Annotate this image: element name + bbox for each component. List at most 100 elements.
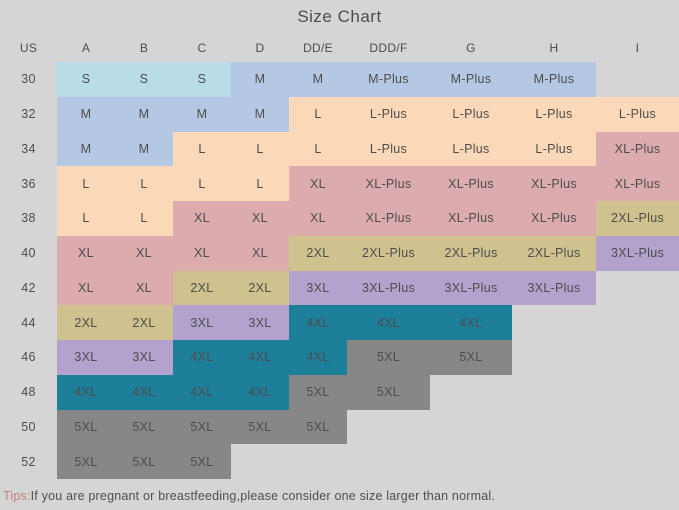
size-cell: 3XL [173, 305, 231, 340]
size-cell: XL [289, 201, 347, 236]
size-cell: L-Plus [430, 131, 512, 167]
size-cell: XL-Plus [430, 201, 512, 236]
size-cell: 4XL [231, 340, 289, 375]
size-cell: 3XL [115, 340, 173, 375]
size-cell: XL-Plus [512, 201, 596, 236]
us-size-cell: 30 [21, 72, 36, 87]
empty-cell [512, 340, 596, 375]
empty-cell [512, 410, 596, 445]
size-cell: M [115, 96, 173, 132]
size-cell: 5XL [57, 444, 115, 479]
size-cell: 5XL [173, 444, 231, 479]
size-cell: 4XL [430, 305, 512, 340]
size-cell: 5XL [57, 409, 115, 445]
size-cell: 5XL [289, 409, 347, 445]
size-cell: 5XL [289, 374, 347, 410]
header-cell: DDD/F [369, 41, 408, 55]
size-cell: L [231, 131, 289, 167]
size-cell: M [231, 96, 289, 132]
size-cell: 5XL [231, 409, 289, 445]
empty-cell [596, 271, 679, 306]
size-cell: XL-Plus [430, 166, 512, 201]
size-cell: L-Plus [512, 96, 596, 132]
header-cell: C [197, 41, 207, 55]
size-cell: L [57, 166, 115, 201]
size-cell: L [289, 131, 347, 167]
size-cell: L-Plus [596, 96, 679, 132]
header-cell-us: US [19, 41, 38, 55]
empty-cell [512, 444, 596, 479]
size-cell: M [173, 96, 231, 132]
empty-cell [596, 305, 679, 340]
header-cell: D [255, 41, 265, 55]
us-size-cell: 50 [21, 419, 36, 434]
size-cell: M [289, 62, 347, 97]
size-cell: 2XL-Plus [512, 235, 596, 271]
size-cell: L [57, 201, 115, 236]
page-title: Size Chart [297, 7, 382, 26]
size-cell: XL [57, 235, 115, 271]
size-cell: 5XL [115, 409, 173, 445]
empty-cell [512, 305, 596, 340]
empty-cell [289, 444, 347, 479]
size-cell: XL [231, 235, 289, 271]
size-cell: M [231, 62, 289, 97]
size-cell: L-Plus [430, 96, 512, 132]
size-cell: L-Plus [512, 131, 596, 167]
size-cell: S [115, 62, 173, 97]
size-cell: XL [57, 270, 115, 306]
us-size-cell: 48 [21, 385, 36, 400]
header-cell: B [139, 41, 149, 55]
us-size-cell: 40 [21, 246, 36, 261]
size-cell: 4XL [289, 340, 347, 375]
us-size-cell: 36 [21, 176, 36, 191]
size-cell: L [115, 166, 173, 201]
us-size-cell: 42 [21, 280, 36, 295]
size-cell: 2XL-Plus [430, 235, 512, 271]
size-cell: 3XL-Plus [430, 270, 512, 306]
size-cell: 5XL [115, 444, 173, 479]
size-cell: M-Plus [347, 62, 430, 97]
size-cell: XL [289, 166, 347, 201]
size-cell: XL [231, 201, 289, 236]
size-cell: 4XL [347, 305, 430, 340]
size-cell: 2XL [289, 235, 347, 271]
size-cell: 4XL [173, 340, 231, 375]
empty-cell [596, 62, 679, 97]
us-size-cell: 44 [21, 315, 36, 330]
size-cell: S [173, 62, 231, 97]
empty-cell [596, 444, 679, 479]
empty-cell [430, 410, 512, 445]
size-cell: L [173, 166, 231, 201]
us-size-cell: 46 [21, 350, 36, 365]
header-cell: A [81, 41, 91, 55]
empty-cell [512, 375, 596, 410]
size-cell: 3XL-Plus [512, 270, 596, 306]
size-cell: 2XL [115, 305, 173, 340]
size-cell: 4XL [231, 374, 289, 410]
size-cell: XL-Plus [512, 166, 596, 201]
empty-cell [596, 410, 679, 445]
empty-cell [596, 375, 679, 410]
header-cell: H [549, 41, 559, 55]
header-cell: G [466, 41, 476, 55]
size-cell: XL [115, 270, 173, 306]
empty-cell [596, 340, 679, 375]
size-cell: 4XL [57, 374, 115, 410]
size-cell: S [57, 62, 115, 97]
size-cell: 5XL [347, 340, 430, 375]
size-cell: XL [173, 235, 231, 271]
size-cell: M-Plus [430, 62, 512, 97]
size-cell: 4XL [115, 374, 173, 410]
size-cell: 3XL-Plus [596, 235, 679, 271]
size-cell: 2XL [57, 305, 115, 340]
size-cell: L [115, 201, 173, 236]
size-cell: XL-Plus [347, 201, 430, 236]
header-cell: DD/E [303, 41, 333, 55]
size-cell: M-Plus [512, 62, 596, 97]
size-cell: L-Plus [347, 96, 430, 132]
size-cell: 3XL [231, 305, 289, 340]
size-cell: 2XL [231, 270, 289, 306]
size-cell: 4XL [173, 374, 231, 410]
